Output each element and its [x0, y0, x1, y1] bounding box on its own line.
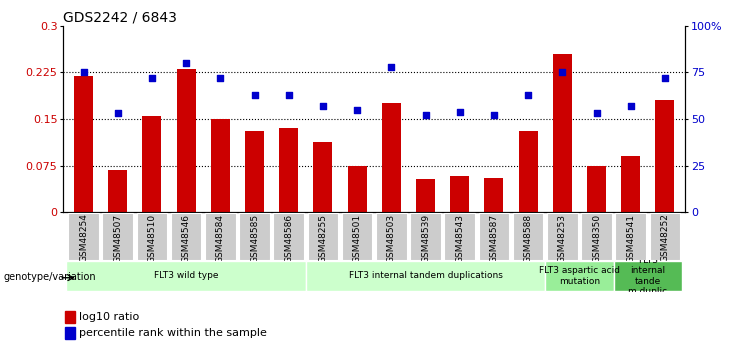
Text: GSM48510: GSM48510: [147, 214, 156, 263]
Bar: [445, 213, 475, 259]
Point: [659, 75, 671, 81]
Text: GSM48503: GSM48503: [387, 214, 396, 263]
Bar: [545, 261, 614, 291]
Bar: [553, 54, 572, 212]
Bar: [102, 213, 133, 259]
Text: GDS2242 / 6843: GDS2242 / 6843: [63, 11, 177, 25]
Bar: [614, 261, 682, 291]
Bar: [513, 213, 543, 259]
Point: [248, 92, 260, 98]
Point: [625, 103, 637, 109]
Bar: [382, 104, 401, 212]
Point: [591, 111, 602, 116]
Point: [488, 112, 500, 118]
Point: [214, 75, 226, 81]
Point: [112, 111, 124, 116]
Bar: [279, 128, 298, 212]
Bar: [587, 166, 606, 212]
Bar: [416, 179, 435, 212]
Text: GSM48350: GSM48350: [592, 214, 601, 263]
Text: FLT3 aspartic acid
mutation: FLT3 aspartic acid mutation: [539, 266, 620, 286]
Bar: [650, 213, 680, 259]
Bar: [348, 166, 367, 212]
Text: FLT3
internal
tande
m duplic: FLT3 internal tande m duplic: [628, 256, 668, 296]
Text: GSM48252: GSM48252: [660, 214, 669, 263]
Point: [385, 64, 397, 70]
Text: genotype/variation: genotype/variation: [4, 273, 96, 282]
Bar: [313, 142, 332, 212]
Point: [180, 60, 192, 66]
Text: GSM48546: GSM48546: [182, 214, 190, 263]
Text: GSM48539: GSM48539: [421, 214, 430, 263]
Point: [351, 107, 363, 112]
Text: log10 ratio: log10 ratio: [79, 312, 139, 322]
Text: GSM48501: GSM48501: [353, 214, 362, 263]
Text: GSM48507: GSM48507: [113, 214, 122, 263]
Text: FLT3 wild type: FLT3 wild type: [154, 272, 219, 280]
Text: GSM48587: GSM48587: [489, 214, 499, 263]
Bar: [211, 119, 230, 212]
Bar: [519, 131, 537, 212]
Bar: [547, 213, 578, 259]
Bar: [65, 310, 75, 323]
Bar: [485, 178, 503, 212]
Bar: [273, 213, 304, 259]
Text: GSM48254: GSM48254: [79, 214, 88, 263]
Bar: [67, 261, 306, 291]
Bar: [176, 69, 196, 212]
Text: GSM48253: GSM48253: [558, 214, 567, 263]
Text: GSM48585: GSM48585: [250, 214, 259, 263]
Text: GSM48541: GSM48541: [626, 214, 635, 263]
Text: GSM48543: GSM48543: [455, 214, 464, 263]
Text: FLT3 internal tandem duplications: FLT3 internal tandem duplications: [348, 272, 502, 280]
Bar: [205, 213, 236, 259]
Text: GSM48586: GSM48586: [285, 214, 293, 263]
Point: [556, 70, 568, 75]
Bar: [245, 131, 264, 212]
Bar: [410, 213, 441, 259]
Bar: [108, 170, 127, 212]
Point: [419, 112, 431, 118]
Bar: [68, 213, 99, 259]
Bar: [136, 213, 167, 259]
Bar: [170, 213, 202, 259]
Bar: [342, 213, 373, 259]
Text: GSM48584: GSM48584: [216, 214, 225, 263]
Bar: [306, 261, 545, 291]
Point: [146, 75, 158, 81]
Point: [453, 109, 465, 114]
Point: [522, 92, 534, 98]
Bar: [451, 176, 469, 212]
Bar: [74, 76, 93, 212]
Bar: [479, 213, 509, 259]
Point: [317, 103, 329, 109]
Bar: [581, 213, 612, 259]
Point: [78, 70, 90, 75]
Bar: [65, 327, 75, 339]
Point: [283, 92, 295, 98]
Bar: [308, 213, 339, 259]
Bar: [239, 213, 270, 259]
Text: percentile rank within the sample: percentile rank within the sample: [79, 328, 267, 338]
Bar: [621, 156, 640, 212]
Text: GSM48588: GSM48588: [524, 214, 533, 263]
Text: GSM48255: GSM48255: [319, 214, 328, 263]
Bar: [615, 213, 646, 259]
Bar: [656, 100, 674, 212]
Bar: [376, 213, 407, 259]
Bar: [142, 116, 162, 212]
